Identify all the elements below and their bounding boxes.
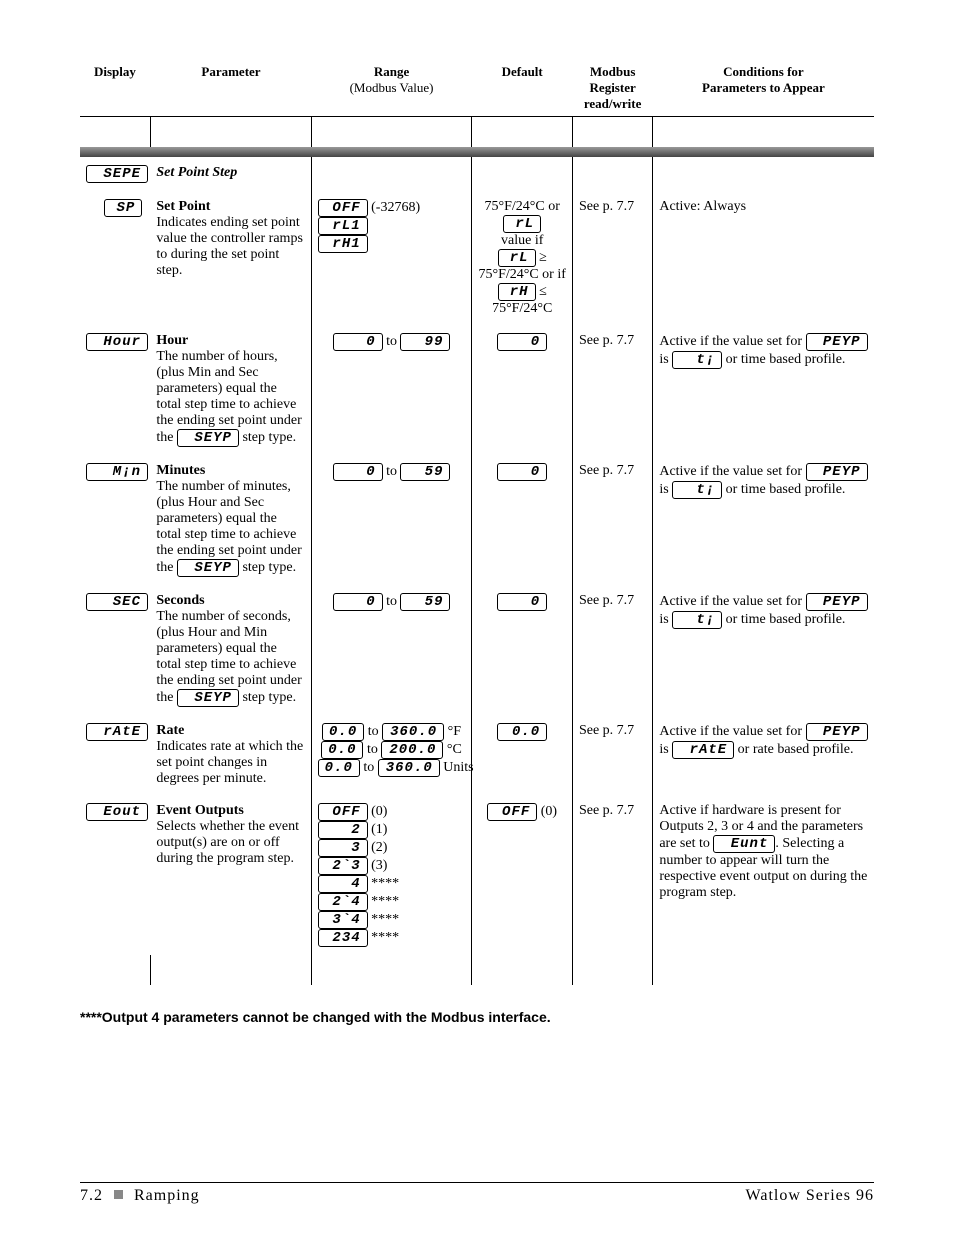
hour-cond: Active if the value set for PEYP is t¡ o… — [653, 325, 874, 455]
hdr-default: Default — [472, 60, 573, 117]
hour-range-hi: 99 — [400, 333, 450, 351]
eout-default-note: (0) — [541, 804, 557, 819]
eout-desc: Selects whether the event output(s) are … — [156, 819, 299, 866]
header-row: Display Parameter Range (Modbus Value) D… — [80, 60, 874, 117]
section-head-row: SEPE Set Point Step — [80, 157, 874, 191]
min-title: Minutes — [156, 463, 205, 478]
sp-title: Set Point — [156, 199, 210, 214]
sec-cond: Active if the value set for PEYP is t¡ o… — [653, 585, 874, 715]
hdr-range: Range (Modbus Value) — [311, 60, 472, 117]
eout-opt-seg: 2 — [318, 821, 368, 839]
footer-section: Ramping — [134, 1187, 200, 1204]
eout-opt-note: **** — [368, 876, 400, 891]
sp-range-rh1: rH1 — [318, 235, 368, 253]
sp-desc: Indicates ending set point value the con… — [156, 215, 303, 278]
eout-opt-note: (3) — [368, 858, 388, 873]
eout-opts: OFF (0)2 (1)3 (2)2`3 (3)4 ****2`4 ****3`… — [311, 795, 472, 955]
rate-desc: Indicates rate at which the set point ch… — [156, 739, 303, 786]
eout-modbus: See p. 7.7 — [572, 795, 652, 955]
sp-modbus: See p. 7.7 — [572, 191, 652, 325]
sec-range-hi: 59 — [400, 593, 450, 611]
hour-desc: The number of hours, (plus Min and Sec p… — [156, 349, 301, 445]
eout-opt-seg: OFF — [318, 803, 368, 821]
eout-cond: Active if hardware is present for Output… — [653, 795, 874, 955]
hour-range-lo: 0 — [333, 333, 383, 351]
sec-default: 0 — [497, 593, 547, 611]
eout-opt-seg: 234 — [318, 929, 368, 947]
hdr-display: Display — [80, 60, 150, 117]
eout-opt-note: (2) — [368, 840, 388, 855]
sp-range-off-note: (-32768) — [371, 200, 420, 215]
sec-range-lo: 0 — [333, 593, 383, 611]
sp-def-a: 75°F/24°C or — [485, 199, 560, 214]
eout-opt-seg: 2`3 — [318, 857, 368, 875]
eout-opt-note: (1) — [368, 822, 388, 837]
sp-range-off: OFF — [318, 199, 368, 217]
eout-title: Event Outputs — [156, 803, 244, 818]
section-code: SEPE — [86, 165, 148, 183]
min-desc: The number of minutes, (plus Hour and Se… — [156, 479, 301, 575]
min-modbus: See p. 7.7 — [572, 455, 652, 585]
min-cond: Active if the value set for PEYP is t¡ o… — [653, 455, 874, 585]
min-code: M¡n — [86, 463, 148, 481]
hdr-conditions: Conditions for Parameters to Appear — [653, 60, 874, 117]
rate-default: 0.0 — [497, 723, 547, 741]
eout-opt-note: (0) — [368, 804, 388, 819]
min-range-hi: 59 — [400, 463, 450, 481]
sec-title: Seconds — [156, 593, 204, 608]
sec-modbus: See p. 7.7 — [572, 585, 652, 715]
footer-product: Watlow Series 96 — [746, 1187, 874, 1205]
eout-opt-note: **** — [368, 930, 400, 945]
eout-code: Eout — [86, 803, 148, 821]
hour-title: Hour — [156, 333, 188, 348]
row-eout: Eout Event Outputs Selects whether the e… — [80, 795, 874, 955]
footnote: ****Output 4 parameters cannot be change… — [80, 1009, 874, 1025]
sp-code: SP — [104, 199, 142, 217]
hour-code: Hour — [86, 333, 148, 351]
footer-page: 7.2 — [80, 1187, 103, 1204]
eout-opt-seg: 2`4 — [318, 893, 368, 911]
hdr-parameter: Parameter — [150, 60, 311, 117]
hour-modbus: See p. 7.7 — [572, 325, 652, 455]
eout-opt-seg: 4 — [318, 875, 368, 893]
eout-opt-seg: 3 — [318, 839, 368, 857]
eout-opt-note: **** — [368, 894, 400, 909]
row-min: M¡n Minutes The number of minutes, (plus… — [80, 455, 874, 585]
section-title: Set Point Step — [156, 165, 237, 180]
sp-cond: Active: Always — [653, 191, 874, 325]
rate-title: Rate — [156, 723, 184, 738]
sec-code: SEC — [86, 593, 148, 611]
eout-opt-note: **** — [368, 912, 400, 927]
rate-code: rAtE — [86, 723, 148, 741]
sp-def-c: value if — [501, 233, 543, 248]
eout-default: OFF — [487, 803, 537, 821]
sp-def-d: rL — [498, 249, 536, 267]
sp-def-f: rH — [498, 283, 536, 301]
rate-cond: Active if the value set for PEYP is rAtE… — [653, 715, 874, 795]
row-sp: SP Set Point Indicates ending set point … — [80, 191, 874, 325]
min-range-lo: 0 — [333, 463, 383, 481]
row-sec: SEC Seconds The number of seconds, (plus… — [80, 585, 874, 715]
rate-modbus: See p. 7.7 — [572, 715, 652, 795]
eout-opt-seg: 3`4 — [318, 911, 368, 929]
hour-default: 0 — [497, 333, 547, 351]
parameter-table: Display Parameter Range (Modbus Value) D… — [80, 60, 874, 985]
row-rate: rAtE Rate Indicates rate at which the se… — [80, 715, 874, 795]
min-default: 0 — [497, 463, 547, 481]
sec-desc: The number of seconds, (plus Hour and Mi… — [156, 609, 301, 705]
row-hour: Hour Hour The number of hours, (plus Min… — [80, 325, 874, 455]
sp-def-b: rL — [503, 215, 541, 233]
footer-separator-icon — [114, 1190, 123, 1199]
section-divider — [80, 147, 874, 157]
page-footer: 7.2 Ramping Watlow Series 96 — [80, 1182, 874, 1205]
hdr-modbus: Modbus Register read/write — [572, 60, 652, 117]
sp-range-rl1: rL1 — [318, 217, 368, 235]
